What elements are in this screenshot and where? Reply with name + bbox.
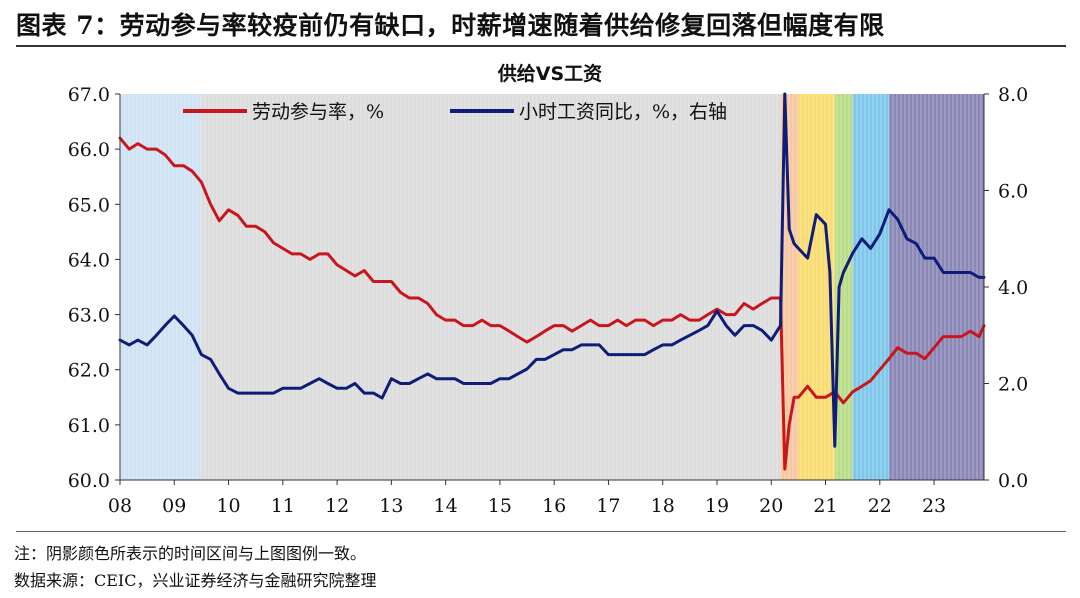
y-right-tick-label: 2.0 — [998, 374, 1028, 396]
shade-band — [780, 94, 799, 480]
y-right-tick-label: 0.0 — [998, 470, 1028, 492]
period-shading — [120, 94, 984, 480]
footer-rule — [16, 531, 1066, 532]
x-tick-label: 09 — [162, 495, 186, 517]
shade-band — [120, 94, 202, 480]
data-source: 数据来源：CEIC，兴业证券经济与金融研究院整理 — [14, 571, 377, 590]
shade-band — [889, 94, 984, 480]
x-tick-label: 20 — [759, 495, 783, 517]
legend-label-wage: 小时工资同比，%，右轴 — [519, 101, 727, 123]
x-tick-label: 14 — [434, 495, 458, 517]
x-tick-label: 17 — [596, 495, 620, 517]
series-line-wage — [118, 92, 986, 448]
y-right-tick-label: 6.0 — [998, 181, 1028, 203]
y-left-tick-label: 66.0 — [68, 139, 110, 161]
chart: 60.0 61.0 62.0 63.0 64.0 65.0 66.0 67.0 0.0 2.0 4.… — [68, 62, 1029, 517]
x-tick-label: 08 — [108, 495, 132, 517]
y-left-tick-label: 61.0 — [68, 415, 110, 437]
y-left-tick-label: 64.0 — [68, 249, 110, 271]
x-tick-label: 16 — [542, 495, 566, 517]
chart-title: 供给VS工资 — [497, 62, 602, 85]
x-tick-label: 23 — [922, 495, 946, 517]
x-tick-label: 19 — [705, 495, 729, 517]
x-tick-label: 11 — [271, 495, 295, 517]
shade-band — [834, 94, 853, 480]
y-left-tick-label: 63.0 — [68, 305, 110, 327]
y-left-tick-label: 62.0 — [68, 360, 110, 382]
figure-title: 图表 7：劳动参与率较疫前仍有缺口，时薪增速随着供给修复回落但幅度有限 — [16, 11, 885, 40]
x-tick-label: 10 — [216, 495, 240, 517]
axes: 60.0 61.0 62.0 63.0 64.0 65.0 66.0 67.0 0.0 2.0 4.… — [68, 84, 1029, 517]
y-right-tick-label: 4.0 — [998, 277, 1028, 299]
y-left-tick-label: 67.0 — [68, 84, 110, 106]
legend-label-lfpr: 劳动参与率，% — [252, 101, 384, 123]
series-lines — [118, 92, 986, 471]
shade-band — [201, 94, 781, 480]
title-rule — [16, 45, 1066, 47]
shade-band — [852, 94, 890, 480]
x-tick-label: 12 — [325, 495, 349, 517]
y-left-tick-label: 60.0 — [68, 470, 110, 492]
legend: 劳动参与率，% 小时工资同比，%，右轴 — [183, 101, 727, 123]
series-line-lfpr — [118, 136, 986, 471]
chart-note: 注：阴影颜色所表示的时间区间与上图图例一致。 — [14, 544, 367, 563]
x-tick-label: 15 — [488, 495, 512, 517]
x-tick-label: 22 — [868, 495, 892, 517]
x-tick-label: 21 — [813, 495, 837, 517]
shade-band — [798, 94, 835, 480]
y-left-tick-label: 65.0 — [68, 194, 110, 216]
y-right-tick-label: 8.0 — [998, 84, 1028, 106]
x-tick-label: 13 — [379, 495, 403, 517]
x-tick-label: 18 — [651, 495, 675, 517]
